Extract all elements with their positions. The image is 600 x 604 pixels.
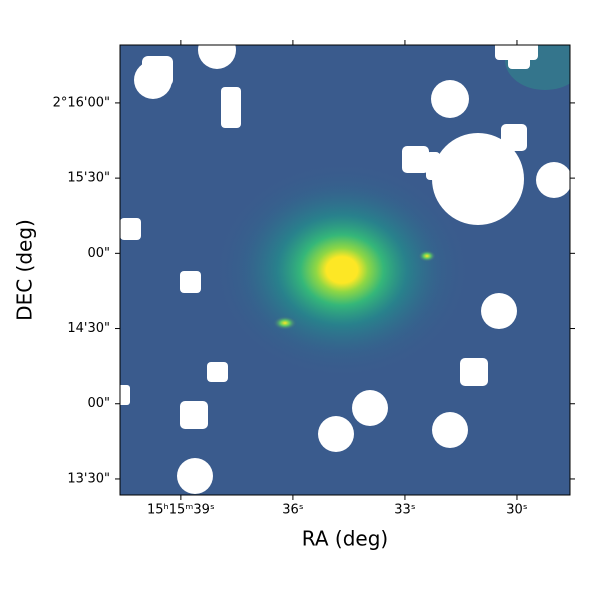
- y-tick-label: 2°16'00": [53, 95, 110, 110]
- x-tick-label: 30ˢ: [506, 503, 528, 518]
- x-tick-label: 33ˢ: [394, 503, 416, 518]
- y-tick-label: 00": [87, 396, 110, 411]
- y-tick-label: 15'30": [67, 171, 110, 186]
- y-tick-label: 14'30": [67, 321, 110, 336]
- x-axis-label: RA (deg): [302, 527, 388, 551]
- x-tick-label: 36ˢ: [282, 503, 304, 518]
- y-axis-label: DEC (deg): [13, 219, 37, 321]
- plot-frame: [119, 44, 571, 496]
- sky-image: [120, 45, 570, 495]
- y-tick-label: 00": [87, 246, 110, 261]
- x-tick-label: 15ʰ15ᵐ39ˢ: [147, 503, 215, 518]
- y-tick-label: 13'30": [67, 471, 110, 486]
